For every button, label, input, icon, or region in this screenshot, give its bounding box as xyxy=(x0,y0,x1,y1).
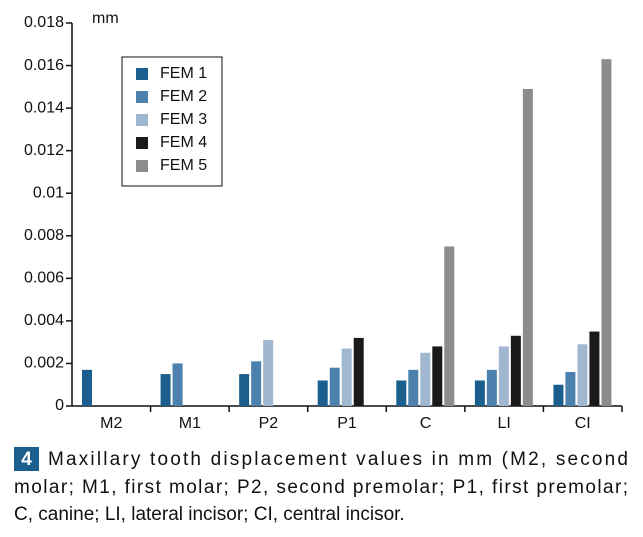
bar xyxy=(251,361,262,406)
bar xyxy=(486,369,497,406)
y-tick-label: 0.012 xyxy=(24,142,64,159)
legend-label: FEM 4 xyxy=(160,134,207,151)
bar xyxy=(474,380,485,406)
legend-swatch xyxy=(136,68,148,80)
bar xyxy=(82,369,92,406)
bar xyxy=(522,88,533,406)
bar xyxy=(432,346,443,406)
x-tick-label: C xyxy=(420,415,432,432)
y-tick-label: 0.002 xyxy=(24,355,64,372)
legend-label: FEM 3 xyxy=(160,111,207,128)
bar xyxy=(329,367,340,406)
bar xyxy=(172,363,183,406)
y-unit: mm xyxy=(92,10,119,27)
legend-swatch xyxy=(136,137,148,149)
y-tick-label: 0.01 xyxy=(33,184,64,201)
bar xyxy=(263,340,274,406)
bar xyxy=(341,348,352,406)
bar xyxy=(565,371,576,406)
caption-line: C, canine; LI, lateral incisor; CI, cent… xyxy=(14,504,405,525)
bar xyxy=(408,369,419,406)
y-tick-label: 0.004 xyxy=(24,312,64,329)
bar xyxy=(317,380,328,406)
x-tick-label: M1 xyxy=(179,415,201,432)
legend-label: FEM 1 xyxy=(160,65,207,82)
x-tick-label: LI xyxy=(497,415,510,432)
bar xyxy=(577,344,588,406)
y-tick-label: 0.014 xyxy=(24,99,64,116)
y-tick-label: 0.006 xyxy=(24,270,64,287)
y-tick-label: 0.016 xyxy=(24,57,64,74)
caption-line: Maxillary tooth displacement values in m… xyxy=(48,449,628,470)
legend-label: FEM 5 xyxy=(160,157,207,174)
bar xyxy=(239,374,250,406)
bar xyxy=(601,59,612,407)
bar xyxy=(553,384,564,406)
bar xyxy=(498,346,509,406)
y-tick-label: 0.008 xyxy=(24,227,64,244)
legend-swatch xyxy=(136,160,148,172)
caption-badge xyxy=(14,447,39,471)
x-tick-label: P1 xyxy=(337,415,357,432)
bar xyxy=(160,374,171,406)
caption-number: 4 xyxy=(21,449,32,470)
bar xyxy=(510,335,521,406)
legend-swatch xyxy=(136,114,148,126)
y-tick-label: 0.018 xyxy=(24,14,64,31)
caption-line: molar; M1, first molar; P2, second premo… xyxy=(14,477,628,498)
x-tick-label: CI xyxy=(575,415,591,432)
legend-swatch xyxy=(136,91,148,103)
y-tick-label: 0 xyxy=(55,397,64,414)
bar xyxy=(353,337,364,406)
bar xyxy=(396,380,407,406)
bar xyxy=(420,352,431,406)
x-tick-label: M2 xyxy=(100,415,122,432)
bar xyxy=(444,246,455,406)
legend-label: FEM 2 xyxy=(160,88,207,105)
x-tick-label: P2 xyxy=(259,415,279,432)
bar xyxy=(589,331,600,406)
